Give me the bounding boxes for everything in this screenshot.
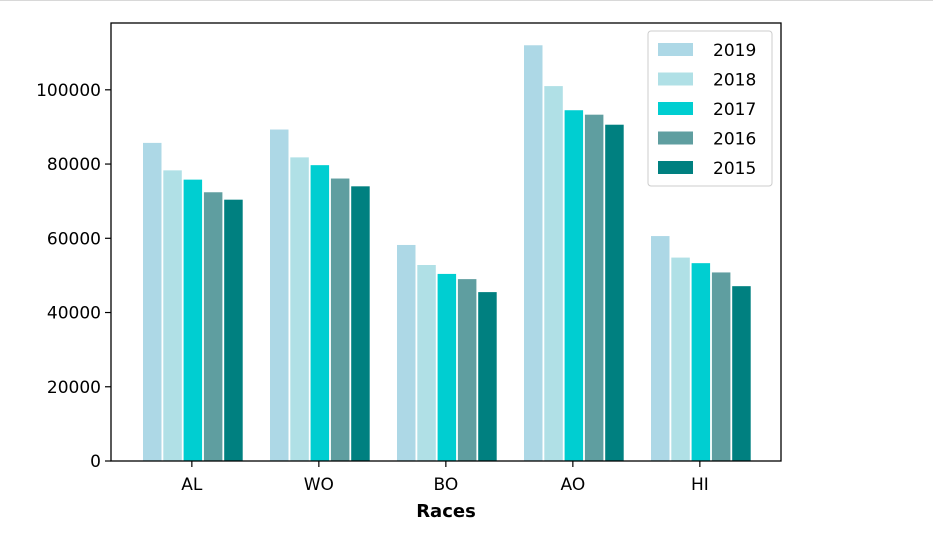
bar-ao-2018	[544, 86, 563, 461]
legend-label-2015: 2015	[713, 159, 756, 179]
bar-hi-2018	[671, 257, 690, 461]
x-tick-label-ao: AO	[560, 475, 585, 495]
x-tick-label-hi: HI	[691, 475, 709, 495]
bar-wo-2019	[270, 129, 289, 461]
bar-wo-2015	[351, 186, 370, 461]
legend-swatch-2018	[658, 72, 693, 86]
bar-al-2016	[203, 192, 223, 461]
legend-swatch-2017	[658, 102, 693, 115]
top-rule	[0, 0, 933, 1]
y-tick-label: 0	[90, 452, 101, 472]
bar-ao-2015	[605, 124, 624, 462]
bar-ao-2019	[524, 45, 543, 462]
bar-ao-2017	[564, 110, 584, 461]
bar-wo-2016	[330, 178, 350, 461]
bar-hi-2019	[651, 236, 670, 461]
legend-swatch-2019	[658, 43, 693, 56]
bar-bo-2019	[397, 244, 416, 461]
legend-swatch-2015	[658, 161, 693, 174]
bar-hi-2015	[732, 286, 751, 461]
legend-label-2017: 2017	[713, 100, 756, 120]
y-tick-label: 60000	[47, 229, 101, 249]
legend-box	[647, 30, 773, 187]
bar-bo-2016	[457, 279, 477, 461]
bar-al-2019	[143, 142, 162, 461]
bar-hi-2017	[691, 263, 711, 461]
bar-hi-2016	[711, 272, 731, 461]
legend-label-2018: 2018	[713, 71, 756, 91]
x-axis-title: Races	[416, 501, 476, 522]
legend-label-2019: 2019	[713, 41, 756, 61]
y-tick-label: 100000	[36, 81, 101, 101]
bar-al-2017	[183, 179, 203, 461]
bar-wo-2017	[310, 165, 330, 461]
y-axis: 0 20000 40000 60000 80000 100000	[36, 81, 111, 472]
y-tick-label: 80000	[47, 155, 101, 175]
bars-group	[143, 45, 751, 462]
y-tick-label: 20000	[47, 378, 101, 398]
y-tick-label: 40000	[47, 304, 101, 324]
bar-ao-2016	[584, 114, 604, 462]
legend-swatch-2016	[658, 131, 693, 145]
legend-label-2016: 2016	[713, 130, 756, 150]
legend: 2019 2018 2017 2016 2015	[647, 30, 773, 187]
bar-bo-2017	[437, 273, 457, 461]
bar-wo-2018	[290, 157, 309, 461]
x-tick-label-bo: BO	[433, 475, 458, 495]
bar-bo-2015	[478, 292, 497, 461]
x-tick-label-wo: WO	[304, 475, 334, 495]
bar-al-2015	[224, 199, 243, 461]
bar-al-2018	[163, 170, 182, 462]
x-axis: AL WO BO AO HI	[181, 461, 709, 495]
x-tick-label-al: AL	[181, 475, 203, 495]
bar-bo-2018	[417, 265, 436, 461]
